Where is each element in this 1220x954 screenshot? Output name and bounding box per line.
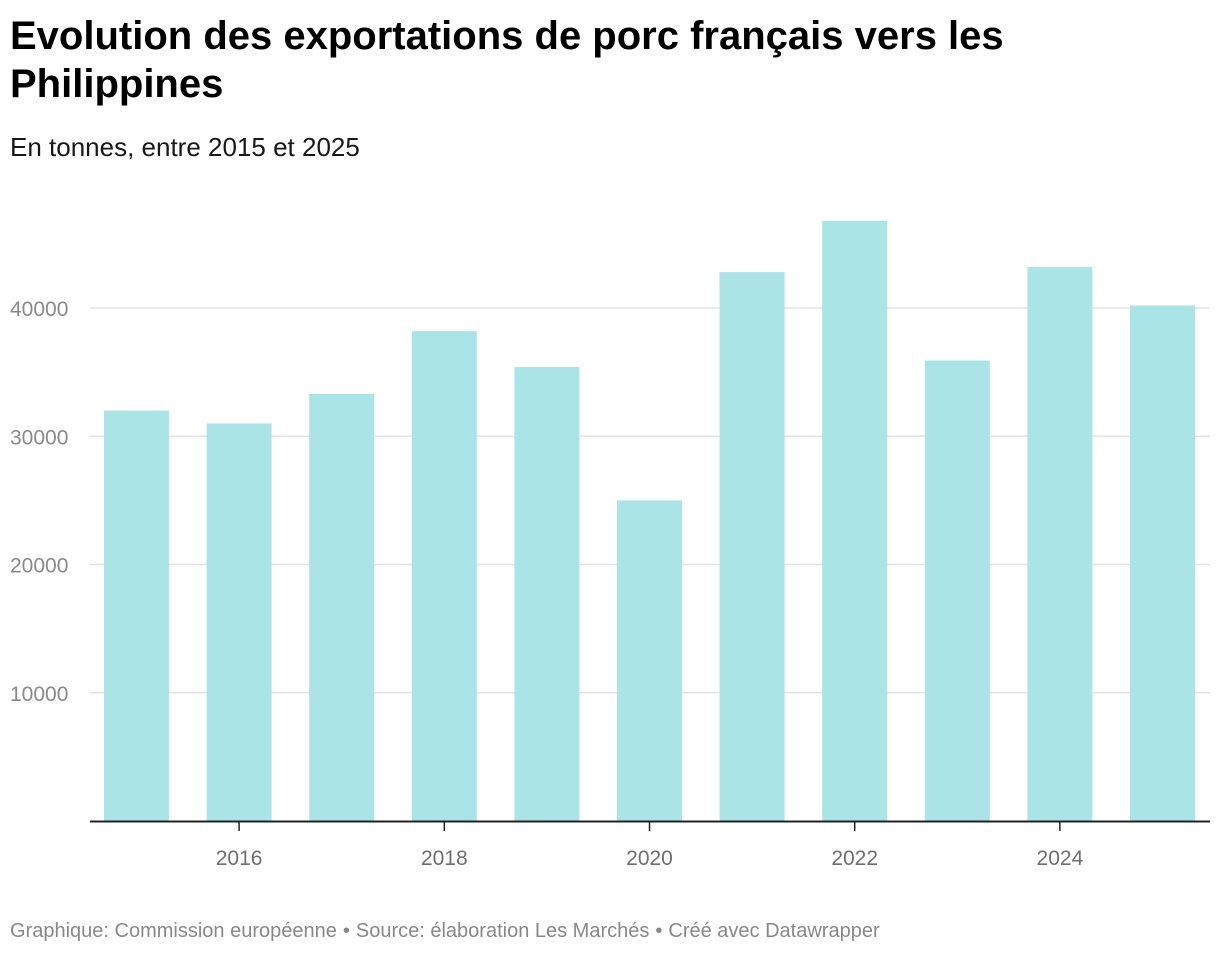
x-tick-label: 2016 (216, 847, 263, 870)
x-tick-label: 2018 (421, 847, 468, 870)
x-tick-label: 2024 (1037, 847, 1084, 870)
chart-subtitle: En tonnes, entre 2015 et 2025 (10, 132, 360, 162)
footer-source: Source: élaboration Les Marchés (355, 920, 650, 942)
bar-2018 (411, 331, 477, 821)
bar-2025 (1130, 305, 1195, 821)
bar-2022 (822, 220, 888, 822)
bar-2017 (309, 393, 375, 821)
y-tick-label: 10000 (10, 683, 68, 706)
x-tick-label: 2022 (831, 847, 878, 870)
bar-2020 (617, 500, 682, 821)
grid-lines (90, 307, 1210, 694)
footer-separator: • (655, 920, 663, 942)
footer-separator: • (342, 920, 350, 942)
chart-title: Evolution des exportations de porc franç… (10, 14, 1004, 106)
x-axis: 2016 2018 2020 2022 2024 (90, 820, 1210, 870)
footer-created-with: Créé avec Datawrapper (668, 920, 880, 942)
x-tick-label: 2020 (626, 847, 673, 870)
bar-2016 (206, 423, 272, 821)
bar-2019 (514, 366, 580, 821)
bar-2024 (1027, 266, 1093, 822)
y-tick-label: 40000 (10, 298, 68, 321)
y-tick-label: 30000 (10, 426, 68, 449)
bar-2015 (104, 410, 169, 821)
y-axis-tick-labels: 10000 20000 30000 40000 (10, 298, 68, 706)
bar-2023 (924, 360, 990, 821)
y-tick-label: 20000 (10, 555, 68, 578)
bars (104, 220, 1195, 822)
footer-graphic-credit: Graphique: Commission européenne (10, 920, 337, 942)
chart-footer: Graphique: Commission européenne • Source:… (10, 918, 880, 944)
bar-2021 (719, 272, 785, 822)
